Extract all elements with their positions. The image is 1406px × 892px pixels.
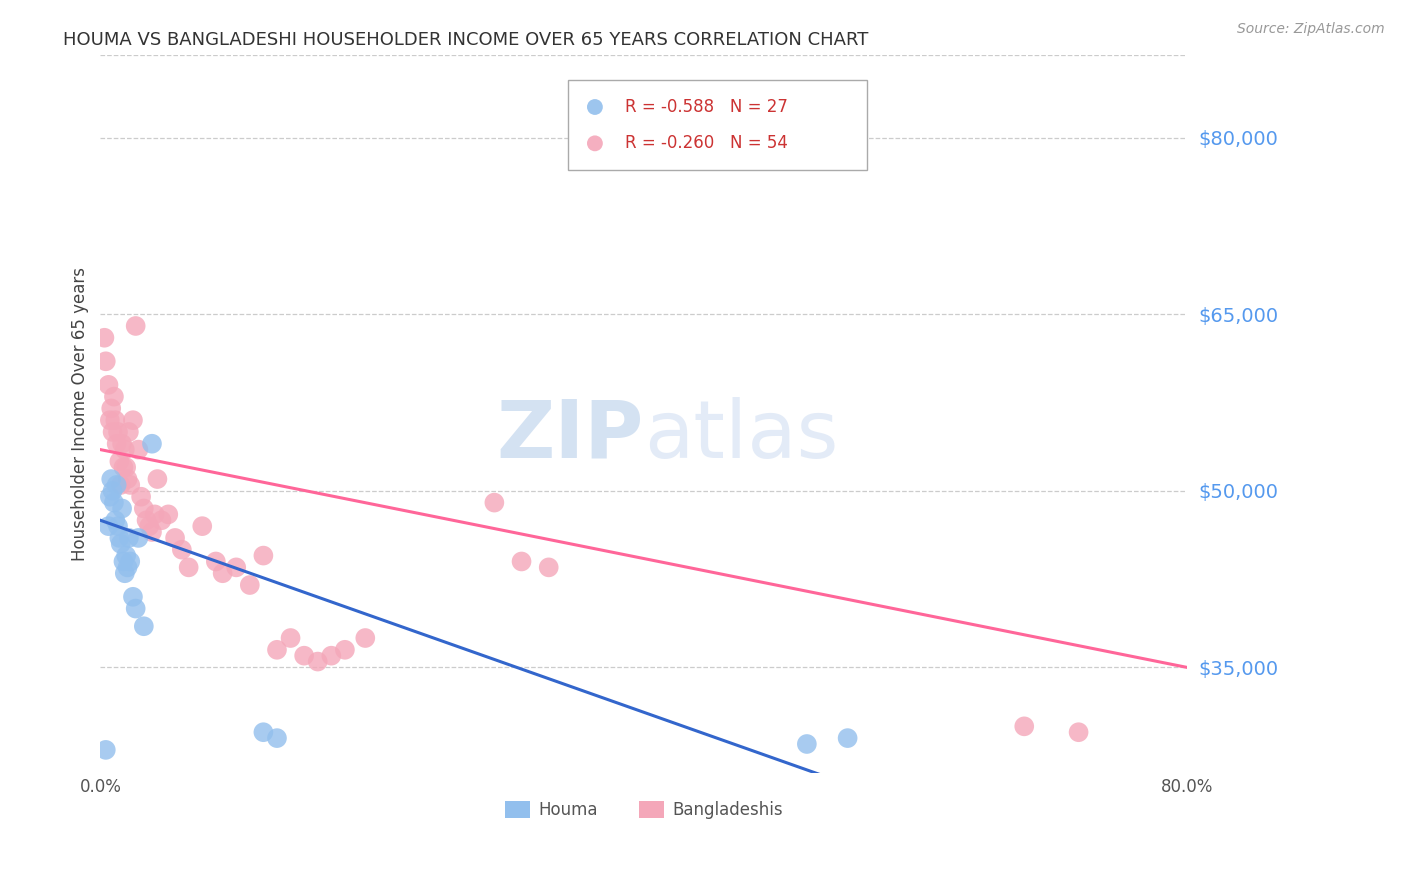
Point	[321, 648, 343, 663]
Point	[111, 501, 134, 516]
Point	[135, 513, 157, 527]
Point	[114, 566, 136, 581]
Point	[105, 478, 128, 492]
Point	[510, 554, 533, 568]
Point	[115, 549, 138, 563]
Point	[333, 642, 356, 657]
Point	[127, 531, 149, 545]
Point	[100, 401, 122, 416]
Point	[1012, 719, 1035, 733]
Point	[484, 495, 506, 509]
Point	[124, 318, 146, 333]
Point	[98, 413, 121, 427]
Point	[537, 560, 560, 574]
Point	[104, 513, 127, 527]
Point	[138, 519, 160, 533]
Point	[104, 413, 127, 427]
Point	[98, 490, 121, 504]
Point	[103, 495, 125, 509]
Point	[97, 377, 120, 392]
Point	[266, 642, 288, 657]
Point	[211, 566, 233, 581]
Point	[837, 731, 859, 745]
Point	[117, 560, 139, 574]
Point	[120, 478, 142, 492]
Point	[307, 655, 329, 669]
Point	[143, 508, 166, 522]
Point	[107, 425, 129, 439]
Point	[118, 425, 141, 439]
Point	[122, 590, 145, 604]
Point	[239, 578, 262, 592]
Text: Source: ZipAtlas.com: Source: ZipAtlas.com	[1237, 22, 1385, 37]
Point	[225, 560, 247, 574]
Point	[132, 619, 155, 633]
Point	[141, 436, 163, 450]
Point	[728, 142, 751, 156]
Point	[110, 478, 132, 492]
Text: R = -0.588   N = 27: R = -0.588 N = 27	[626, 98, 789, 116]
Point	[124, 601, 146, 615]
Point	[93, 331, 115, 345]
Point	[354, 631, 377, 645]
Point	[118, 531, 141, 545]
Text: HOUMA VS BANGLADESHI HOUSEHOLDER INCOME OVER 65 YEARS CORRELATION CHART: HOUMA VS BANGLADESHI HOUSEHOLDER INCOME …	[63, 31, 869, 49]
Point	[112, 554, 135, 568]
Point	[165, 531, 187, 545]
Point	[146, 472, 169, 486]
Point	[107, 519, 129, 533]
Point	[112, 460, 135, 475]
Point	[108, 454, 131, 468]
Y-axis label: Householder Income Over 65 years: Householder Income Over 65 years	[72, 268, 89, 561]
Point	[108, 531, 131, 545]
Point	[741, 130, 763, 145]
Point	[157, 508, 180, 522]
Point	[100, 472, 122, 486]
Point	[252, 725, 274, 739]
Point	[94, 743, 117, 757]
Point	[110, 537, 132, 551]
Point	[103, 390, 125, 404]
Point	[266, 731, 288, 745]
Text: atlas: atlas	[644, 397, 838, 475]
Point	[120, 554, 142, 568]
Point	[292, 648, 315, 663]
Point	[94, 354, 117, 368]
Point	[191, 519, 214, 533]
Legend: Houma, Bangladeshis: Houma, Bangladeshis	[498, 795, 790, 826]
Point	[150, 513, 173, 527]
Point	[101, 425, 124, 439]
Text: R = -0.260   N = 54: R = -0.260 N = 54	[626, 135, 789, 153]
FancyBboxPatch shape	[568, 80, 866, 170]
Point	[117, 472, 139, 486]
Text: ZIP: ZIP	[496, 397, 644, 475]
Point	[796, 737, 818, 751]
Point	[177, 560, 200, 574]
Point	[129, 490, 152, 504]
Point	[127, 442, 149, 457]
Point	[1067, 725, 1090, 739]
Point	[111, 436, 134, 450]
Point	[97, 519, 120, 533]
Point	[105, 436, 128, 450]
Point	[205, 554, 228, 568]
Point	[115, 460, 138, 475]
Point	[280, 631, 302, 645]
Point	[122, 413, 145, 427]
Point	[141, 524, 163, 539]
Point	[114, 442, 136, 457]
Point	[170, 542, 193, 557]
Point	[132, 501, 155, 516]
Point	[101, 483, 124, 498]
Point	[252, 549, 274, 563]
